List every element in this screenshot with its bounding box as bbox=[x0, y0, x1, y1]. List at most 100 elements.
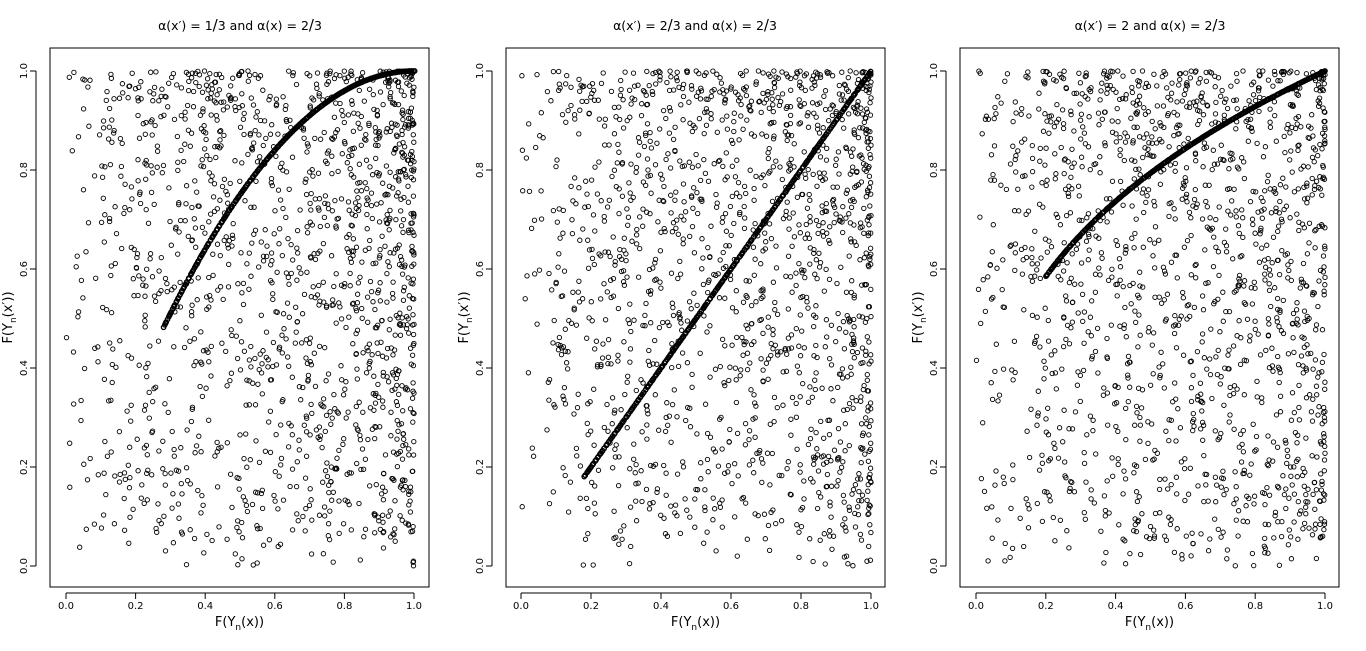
scatter-point bbox=[160, 162, 167, 169]
scatter-point bbox=[577, 495, 583, 501]
scatter-point bbox=[646, 506, 653, 512]
scatter-point bbox=[1113, 423, 1119, 430]
scatter-point bbox=[1128, 301, 1134, 307]
scatter-point bbox=[556, 87, 562, 94]
scatter-point bbox=[1120, 73, 1126, 79]
scatter-point bbox=[1253, 241, 1259, 247]
scatter-point bbox=[867, 128, 873, 135]
scatter-point bbox=[158, 287, 164, 294]
scatter-point bbox=[993, 468, 999, 474]
scatter-point bbox=[853, 70, 859, 76]
scatter-point bbox=[410, 380, 416, 386]
scatter-point bbox=[171, 116, 178, 123]
scatter-point bbox=[117, 471, 123, 478]
scatter-point bbox=[819, 385, 825, 391]
scatter-point bbox=[791, 234, 798, 240]
scatter-point bbox=[1312, 526, 1318, 532]
scatter-point bbox=[555, 264, 561, 270]
scatter-point bbox=[583, 178, 589, 184]
scatter-point bbox=[375, 381, 381, 388]
scatter-point bbox=[1077, 101, 1083, 107]
scatter-point bbox=[680, 459, 686, 465]
scatter-point bbox=[674, 471, 681, 477]
scatter-point bbox=[1193, 204, 1199, 211]
scatter-point bbox=[1181, 141, 1187, 147]
scatter-point bbox=[224, 104, 230, 110]
scatter-point bbox=[349, 223, 355, 229]
scatter-point bbox=[303, 413, 309, 419]
scatter-point bbox=[1283, 440, 1289, 446]
scatter-point bbox=[137, 191, 143, 197]
scatter-point bbox=[1141, 105, 1147, 111]
scatter-point bbox=[106, 215, 113, 222]
scatter-point bbox=[106, 398, 112, 404]
scatter-point bbox=[717, 500, 723, 506]
scatter-point bbox=[600, 341, 606, 347]
scatter-point bbox=[1296, 227, 1302, 234]
scatter-point bbox=[612, 446, 618, 452]
scatter-point bbox=[788, 87, 794, 93]
scatter-point bbox=[836, 326, 843, 332]
scatter-point bbox=[695, 210, 701, 217]
scatter-point bbox=[314, 292, 321, 298]
scatter-point bbox=[1042, 81, 1048, 87]
scatter-point bbox=[1197, 380, 1204, 386]
scatter-point bbox=[304, 269, 310, 275]
scatter-point bbox=[1319, 421, 1325, 427]
scatter-point bbox=[1267, 106, 1273, 112]
scatter-point bbox=[1236, 444, 1242, 450]
scatter-point bbox=[1179, 98, 1186, 104]
scatter-point bbox=[682, 209, 689, 215]
scatter-point bbox=[284, 118, 290, 125]
scatter-point bbox=[295, 250, 301, 256]
scatter-point bbox=[861, 119, 867, 126]
scatter-point bbox=[343, 379, 349, 385]
scatter-point bbox=[174, 82, 180, 88]
scatter-point bbox=[762, 230, 768, 236]
scatter-point bbox=[674, 414, 680, 420]
scatter-point bbox=[1215, 347, 1221, 354]
scatter-point bbox=[1081, 460, 1088, 467]
scatter-point bbox=[1060, 268, 1067, 274]
scatter-point bbox=[1149, 421, 1155, 427]
scatter-point bbox=[550, 207, 557, 214]
scatter-point bbox=[146, 389, 152, 396]
scatter-point bbox=[67, 484, 73, 490]
scatter-point bbox=[345, 199, 352, 205]
scatter-point bbox=[740, 352, 746, 358]
y-tick-label: 0.8 bbox=[19, 162, 30, 178]
scatter-point bbox=[1291, 409, 1297, 416]
scatter-point bbox=[156, 517, 162, 524]
scatter-point bbox=[1304, 195, 1311, 201]
scatter-point bbox=[403, 171, 409, 178]
scatter-point bbox=[717, 363, 723, 370]
scatter-point bbox=[156, 268, 162, 274]
scatter-point bbox=[621, 523, 627, 529]
scatter-point bbox=[267, 377, 274, 383]
scatter-point bbox=[865, 145, 872, 151]
scatter-point bbox=[770, 102, 776, 108]
scatter-point bbox=[364, 345, 370, 351]
scatter-point bbox=[1160, 361, 1166, 367]
scatter-point bbox=[110, 346, 116, 352]
scatter-point bbox=[333, 225, 339, 231]
scatter-point bbox=[585, 265, 592, 271]
scatter-point bbox=[843, 289, 850, 295]
scatter-point bbox=[765, 356, 772, 362]
scatter-point bbox=[150, 398, 156, 405]
scatter-point bbox=[102, 212, 108, 218]
scatter-point bbox=[392, 332, 398, 338]
scatter-point bbox=[143, 119, 149, 126]
scatter-point bbox=[771, 394, 778, 401]
scatter-point bbox=[403, 441, 409, 448]
scatter-point bbox=[1322, 109, 1328, 115]
scatter-point bbox=[379, 317, 385, 324]
scatter-point bbox=[1151, 240, 1158, 246]
scatter-point bbox=[633, 461, 639, 468]
scatter-point bbox=[1081, 449, 1087, 456]
scatter-point bbox=[655, 219, 661, 225]
scatter-point bbox=[244, 508, 251, 515]
scatter-point bbox=[1112, 383, 1118, 389]
scatter-point bbox=[973, 357, 980, 364]
scatter-point bbox=[549, 287, 555, 293]
